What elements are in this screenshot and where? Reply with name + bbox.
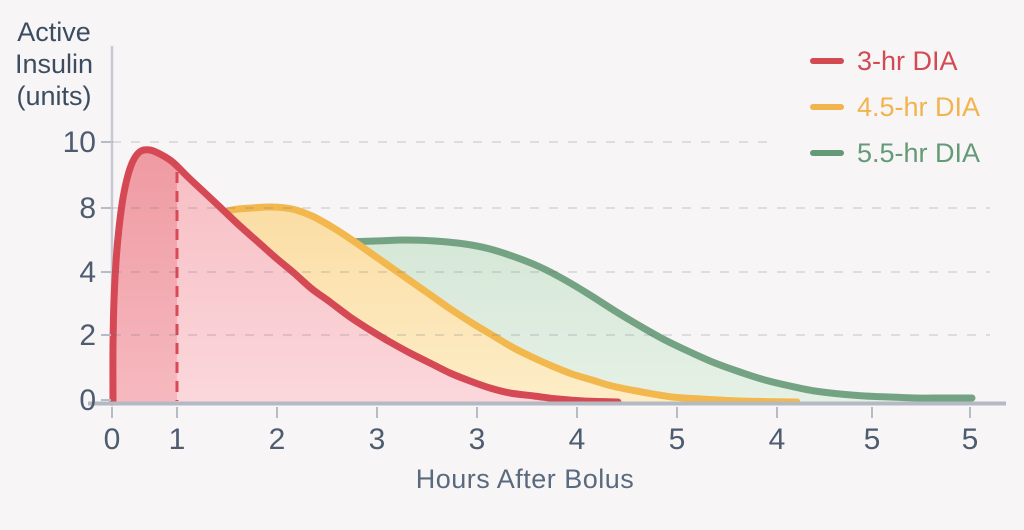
x-tick-label: 0 — [104, 423, 121, 456]
x-tick-label: 5 — [864, 423, 881, 456]
y-axis-title-line-3: (units) — [16, 81, 92, 111]
x-axis-title: Hours After Bolus — [415, 464, 635, 494]
series-line-1 — [109, 146, 622, 406]
legend-dash-icon — [810, 104, 844, 110]
legend-label: 3-hr DIA — [857, 45, 958, 76]
legend-item-5-5hr-dia: 5.5-hr DIA — [810, 138, 980, 168]
y-tick-label: 10 — [63, 126, 96, 159]
legend: 3-hr DIA 4.5-hr DIA 5.5-hr DIA — [810, 46, 980, 168]
x-tick-label: 4 — [769, 423, 786, 456]
legend-label: 5.5-hr DIA — [857, 137, 981, 168]
x-tick-label: 1 — [169, 423, 186, 456]
x-tick-label: 3 — [469, 423, 486, 456]
x-tick-label: 5 — [669, 423, 686, 456]
y-tick-label: 0 — [79, 384, 96, 417]
y-axis-title: Active Insulin (units) — [6, 16, 102, 112]
legend-dash-icon — [810, 150, 844, 156]
y-tick-label: 2 — [79, 319, 96, 352]
used-insulin-shaded-region — [112, 149, 177, 403]
legend-label: 4.5-hr DIA — [857, 91, 981, 122]
y-axis-title-line-1: Active — [17, 17, 91, 47]
legend-item-3hr-dia: 3-hr DIA — [810, 46, 980, 76]
legend-dash-icon — [810, 58, 844, 64]
x-tick-label: 2 — [269, 423, 286, 456]
y-tick-label: 8 — [79, 192, 96, 225]
y-axis-title-line-2: Insulin — [14, 49, 94, 79]
legend-item-4-5hr-dia: 4.5-hr DIA — [810, 92, 980, 122]
series-area-1 — [112, 149, 619, 403]
y-tick-label: 4 — [79, 256, 96, 289]
x-tick-label: 3 — [369, 423, 386, 456]
x-tick-label: 5 — [962, 423, 979, 456]
x-tick-label: 4 — [569, 423, 586, 456]
